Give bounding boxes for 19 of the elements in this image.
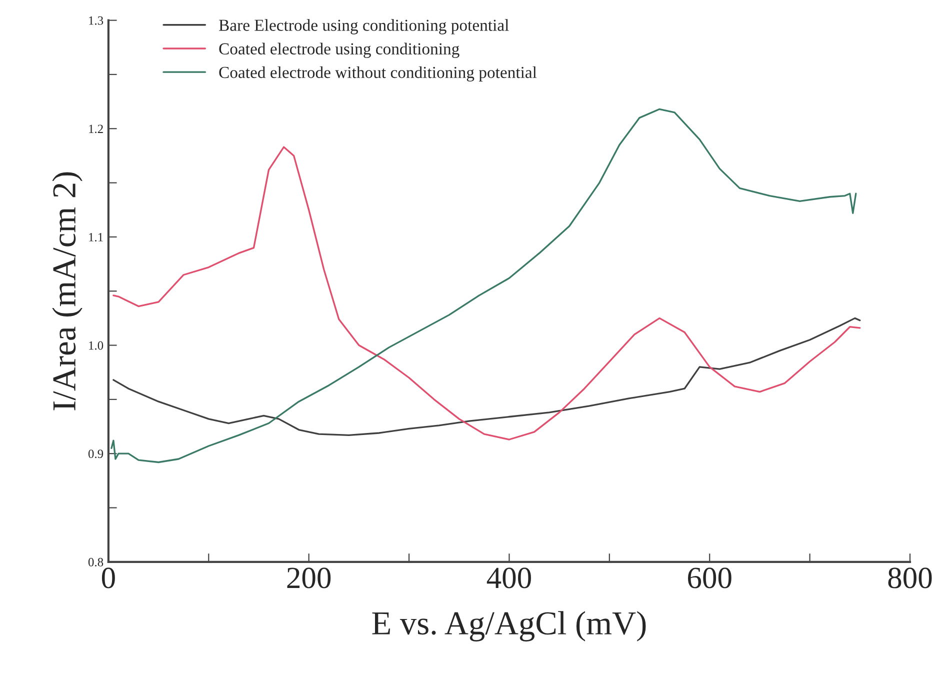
x-tick-label: 400 [486, 568, 531, 588]
legend-label: Coated electrode using conditioning [219, 42, 460, 58]
x-tick-label: 800 [888, 568, 932, 588]
x-tick-label: 600 [688, 568, 732, 588]
y-tick-label: 1.1 [89, 233, 103, 242]
legend-label: Bare Electrode using conditioning potential [219, 19, 509, 34]
x-tick-label: 0 [102, 568, 115, 588]
y-tick-label: 0.8 [88, 558, 104, 566]
x-tick-label: 200 [287, 568, 331, 588]
y-tick-label: 1.2 [89, 124, 103, 134]
line-series [112, 317, 861, 436]
legend-label: Coated electrode without conditioning potential [219, 66, 537, 82]
line-series [110, 108, 857, 464]
y-axis-title: I/Area (mA/cm 2) [52, 172, 82, 410]
x-axis-title: E vs. Ag/AgCl (mV) [372, 611, 646, 642]
line-series [112, 146, 861, 440]
y-tick-label: 1.0 [89, 341, 104, 350]
y-tick-label: 1.3 [89, 16, 104, 25]
y-tick-label: 0.9 [88, 450, 104, 458]
